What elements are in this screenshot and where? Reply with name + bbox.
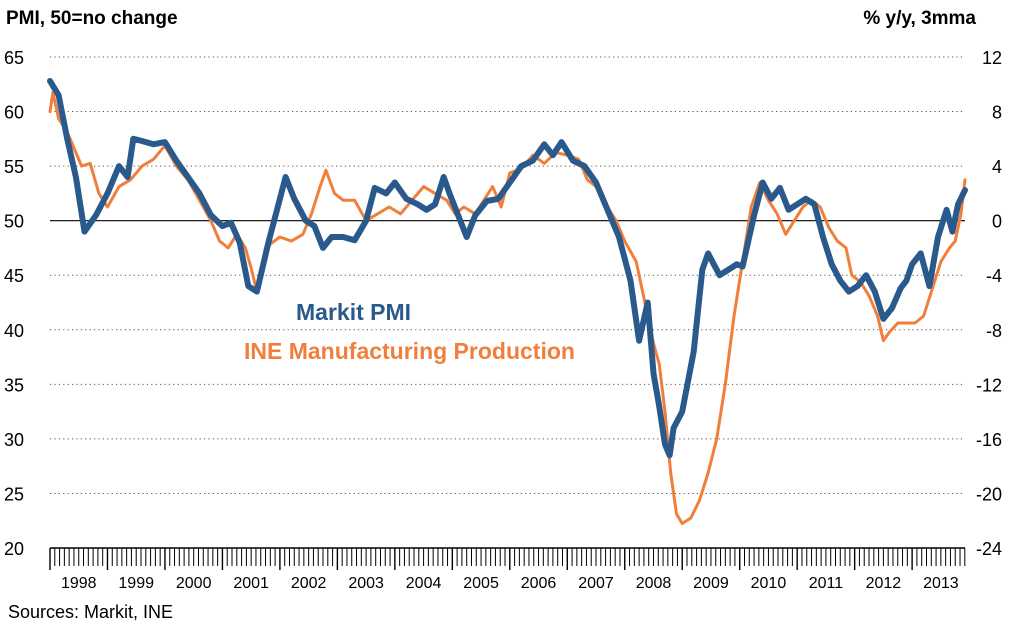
right-tick-label: 0 bbox=[992, 212, 1002, 232]
left-tick-label: 65 bbox=[4, 48, 24, 68]
source-note: Sources: Markit, INE bbox=[8, 602, 174, 622]
year-label: 2012 bbox=[866, 575, 902, 592]
pmi-line bbox=[47, 78, 968, 459]
right-tick-label: -4 bbox=[986, 266, 1002, 286]
left-tick-label: 25 bbox=[4, 484, 24, 504]
production-series-label: INE Manufacturing Production bbox=[244, 338, 575, 364]
axes: 20 25 30 35 40 45 50 55 60 65 -24 -20 -16 -12 -8 -4 0 4 8 1… bbox=[4, 48, 1002, 592]
right-axis-title: % y/y, 3mma bbox=[863, 8, 976, 29]
year-label: 2003 bbox=[348, 575, 384, 592]
year-label: 2008 bbox=[636, 575, 672, 592]
year-label: 2004 bbox=[406, 575, 442, 592]
year-label: 2010 bbox=[751, 575, 787, 592]
left-tick-label: 55 bbox=[4, 157, 24, 177]
year-label: 2002 bbox=[291, 575, 327, 592]
year-label: 2005 bbox=[463, 575, 499, 592]
right-tick-label: 8 bbox=[992, 103, 1002, 123]
left-tick-label: 30 bbox=[4, 430, 24, 450]
left-axis-title: PMI, 50=no change bbox=[6, 8, 178, 29]
year-label: 1998 bbox=[61, 575, 97, 592]
left-tick-label: 50 bbox=[4, 212, 24, 232]
year-label: 2007 bbox=[578, 575, 614, 592]
year-label: 1999 bbox=[118, 575, 154, 592]
right-tick-label: -24 bbox=[976, 539, 1002, 559]
year-label: 2006 bbox=[521, 575, 557, 592]
production-line bbox=[48, 91, 967, 525]
right-tick-label: 4 bbox=[992, 157, 1002, 177]
right-tick-label: 12 bbox=[982, 48, 1002, 68]
right-tick-label: -20 bbox=[976, 484, 1002, 504]
pmi-series-label: Markit PMI bbox=[296, 299, 411, 325]
left-tick-label: 35 bbox=[4, 375, 24, 395]
grid-lines bbox=[50, 56, 965, 494]
year-label: 2011 bbox=[809, 575, 844, 592]
right-tick-label: -16 bbox=[976, 430, 1002, 450]
right-tick-label: -8 bbox=[986, 321, 1002, 341]
left-tick-label: 45 bbox=[4, 266, 24, 286]
right-tick-label: -12 bbox=[976, 375, 1002, 395]
series-labels: Markit PMI INE Manufacturing Production bbox=[244, 299, 575, 364]
year-label: 2013 bbox=[923, 575, 959, 592]
year-label: 2000 bbox=[176, 575, 212, 592]
year-label: 2009 bbox=[693, 575, 729, 592]
year-label: 2001 bbox=[233, 575, 269, 592]
left-tick-label: 40 bbox=[4, 321, 24, 341]
left-tick-label: 60 bbox=[4, 103, 24, 123]
series-lines bbox=[47, 78, 968, 525]
left-tick-label: 20 bbox=[4, 539, 24, 559]
